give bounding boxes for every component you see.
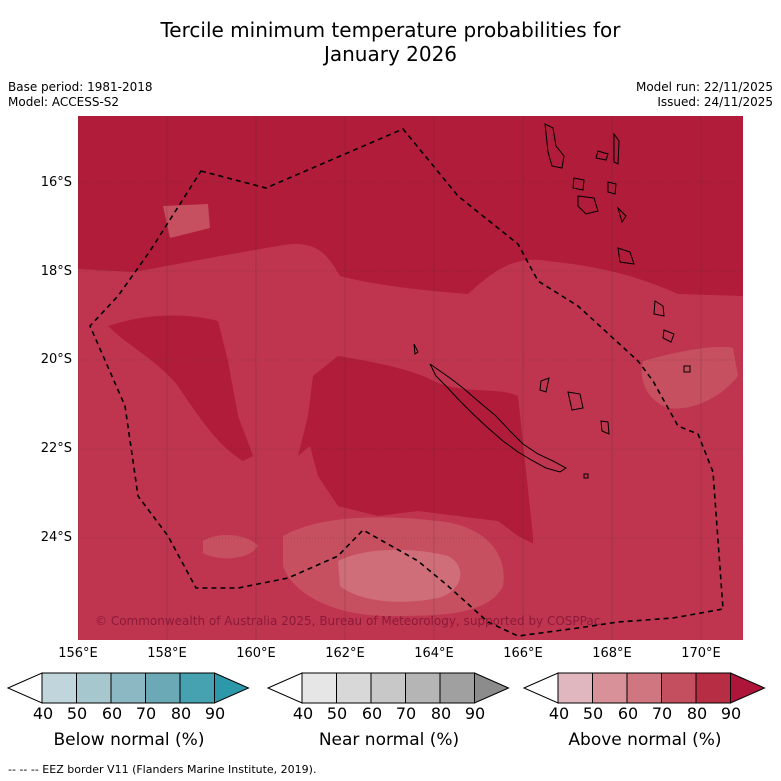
zone-above-90-west xyxy=(108,315,253,461)
base-period: Base period: 1981-2018 xyxy=(8,80,153,94)
colorbar-segment xyxy=(76,672,112,704)
cb1-tick-70: 70 xyxy=(395,704,417,723)
colorbar-segment xyxy=(179,672,215,704)
colorbar-segment xyxy=(405,672,441,704)
model-name: Model: ACCESS-S2 xyxy=(8,95,120,109)
vanuatu-island-10 xyxy=(662,329,675,343)
cb2-tick-90: 90 xyxy=(720,704,742,723)
vanuatu-island-9 xyxy=(653,300,665,317)
vanuatu-island-11 xyxy=(683,365,691,373)
zone-above-70-sw xyxy=(203,534,258,559)
cb2-tick-80: 80 xyxy=(686,704,708,723)
eez-border xyxy=(89,128,724,637)
caption-above-normal: Above normal (%) xyxy=(568,730,722,750)
colorbar-extend-high xyxy=(730,672,766,704)
meta-left: Base period: 1981-2018 Model: ACCESS-S2 xyxy=(8,80,153,110)
colorbar-segment xyxy=(301,672,337,704)
lon-label-160e: 160°E xyxy=(236,646,276,661)
map-title: Tercile minimum temperature probabilitie… xyxy=(0,18,781,66)
zone-above-70-east xyxy=(641,346,738,409)
cb2-tick-50: 50 xyxy=(582,704,604,723)
colorbar-near-normal xyxy=(266,672,510,704)
vanuatu-island-5 xyxy=(577,195,599,215)
colorbar-segment xyxy=(695,672,731,704)
copyright-notice: © Commonwealth of Australia 2025, Bureau… xyxy=(95,614,601,628)
cb0-tick-50: 50 xyxy=(66,704,88,723)
cb2-tick-60: 60 xyxy=(617,704,639,723)
new-caledonia-coast xyxy=(429,363,567,473)
cb0-tick-90: 90 xyxy=(204,704,226,723)
zone-above-80 xyxy=(78,244,743,640)
lon-label-170e: 170°E xyxy=(681,646,721,661)
cb1-tick-40: 40 xyxy=(292,704,314,723)
loyalty-island-1 xyxy=(539,377,550,393)
lon-label-164e: 164°E xyxy=(414,646,454,661)
zone-above-80-east xyxy=(523,389,743,546)
caption-below-normal: Below normal (%) xyxy=(53,730,205,750)
lon-label-158e: 158°E xyxy=(147,646,187,661)
model-run: Model run: 22/11/2025 xyxy=(635,80,773,94)
island-small-se xyxy=(583,473,589,479)
colorbar-segment xyxy=(439,672,475,704)
lon-label-156e: 156°E xyxy=(58,646,98,661)
colorbar-segment xyxy=(592,672,628,704)
loyalty-island-2 xyxy=(567,391,584,411)
vanuatu-island-8 xyxy=(617,247,635,265)
colorbar-extend-high xyxy=(474,672,510,704)
cb1-tick-50: 50 xyxy=(326,704,348,723)
cb0-tick-40: 40 xyxy=(32,704,54,723)
colorbar-extend-low xyxy=(266,672,303,704)
colorbar-segment xyxy=(41,672,77,704)
lat-label-16s: 16°S xyxy=(40,175,72,190)
cb0-tick-80: 80 xyxy=(170,704,192,723)
colorbar-segment xyxy=(336,672,372,704)
colorbar-extend-low xyxy=(6,672,43,704)
lat-label-24s: 24°S xyxy=(40,530,72,545)
lon-label-162e: 162°E xyxy=(325,646,365,661)
cb1-tick-90: 90 xyxy=(464,704,486,723)
vanuatu-island-3 xyxy=(613,132,620,165)
island-north xyxy=(413,343,419,355)
cb1-tick-80: 80 xyxy=(430,704,452,723)
colorbar-segment xyxy=(626,672,662,704)
colorbar-segment xyxy=(661,672,697,704)
vanuatu-island-1 xyxy=(544,123,565,169)
lon-label-166e: 166°E xyxy=(503,646,543,661)
title-line-1: Tercile minimum temperature probabilitie… xyxy=(160,18,621,42)
cb1-tick-60: 60 xyxy=(361,704,383,723)
colorbar-above-normal xyxy=(522,672,766,704)
issued-date: Issued: 24/11/2025 xyxy=(657,95,773,109)
eez-footnote: -- -- -- EEZ border V11 (Flanders Marine… xyxy=(8,763,317,776)
colorbar-extend-low xyxy=(522,672,559,704)
colorbar-segment xyxy=(110,672,146,704)
cb0-tick-70: 70 xyxy=(135,704,157,723)
colorbar-below-normal xyxy=(6,672,250,704)
lat-label-20s: 20°S xyxy=(40,352,72,367)
graticule-meridians xyxy=(78,116,702,640)
lon-label-168e: 168°E xyxy=(592,646,632,661)
colorbar-segment xyxy=(557,672,593,704)
vanuatu-island-4 xyxy=(572,177,585,191)
colorbar-segment xyxy=(370,672,406,704)
lat-label-22s: 22°S xyxy=(40,441,72,456)
meta-right: Model run: 22/11/2025 Issued: 24/11/2025 xyxy=(636,80,773,110)
zone-above-60-south xyxy=(338,549,461,602)
caption-near-normal: Near normal (%) xyxy=(318,730,460,750)
colorbar-extend-high xyxy=(214,672,250,704)
vanuatu-island-6 xyxy=(607,181,617,195)
vanuatu-island-7 xyxy=(616,206,627,224)
title-line-2: January 2026 xyxy=(323,42,458,66)
probability-map xyxy=(78,116,743,640)
lat-label-18s: 18°S xyxy=(40,264,72,279)
cb0-tick-60: 60 xyxy=(101,704,123,723)
vanuatu-island-2 xyxy=(595,150,609,161)
cb2-tick-70: 70 xyxy=(651,704,673,723)
loyalty-island-3 xyxy=(600,420,610,435)
cb2-tick-40: 40 xyxy=(548,704,570,723)
zone-above-70-northwest xyxy=(163,204,210,238)
colorbar-segment xyxy=(145,672,181,704)
